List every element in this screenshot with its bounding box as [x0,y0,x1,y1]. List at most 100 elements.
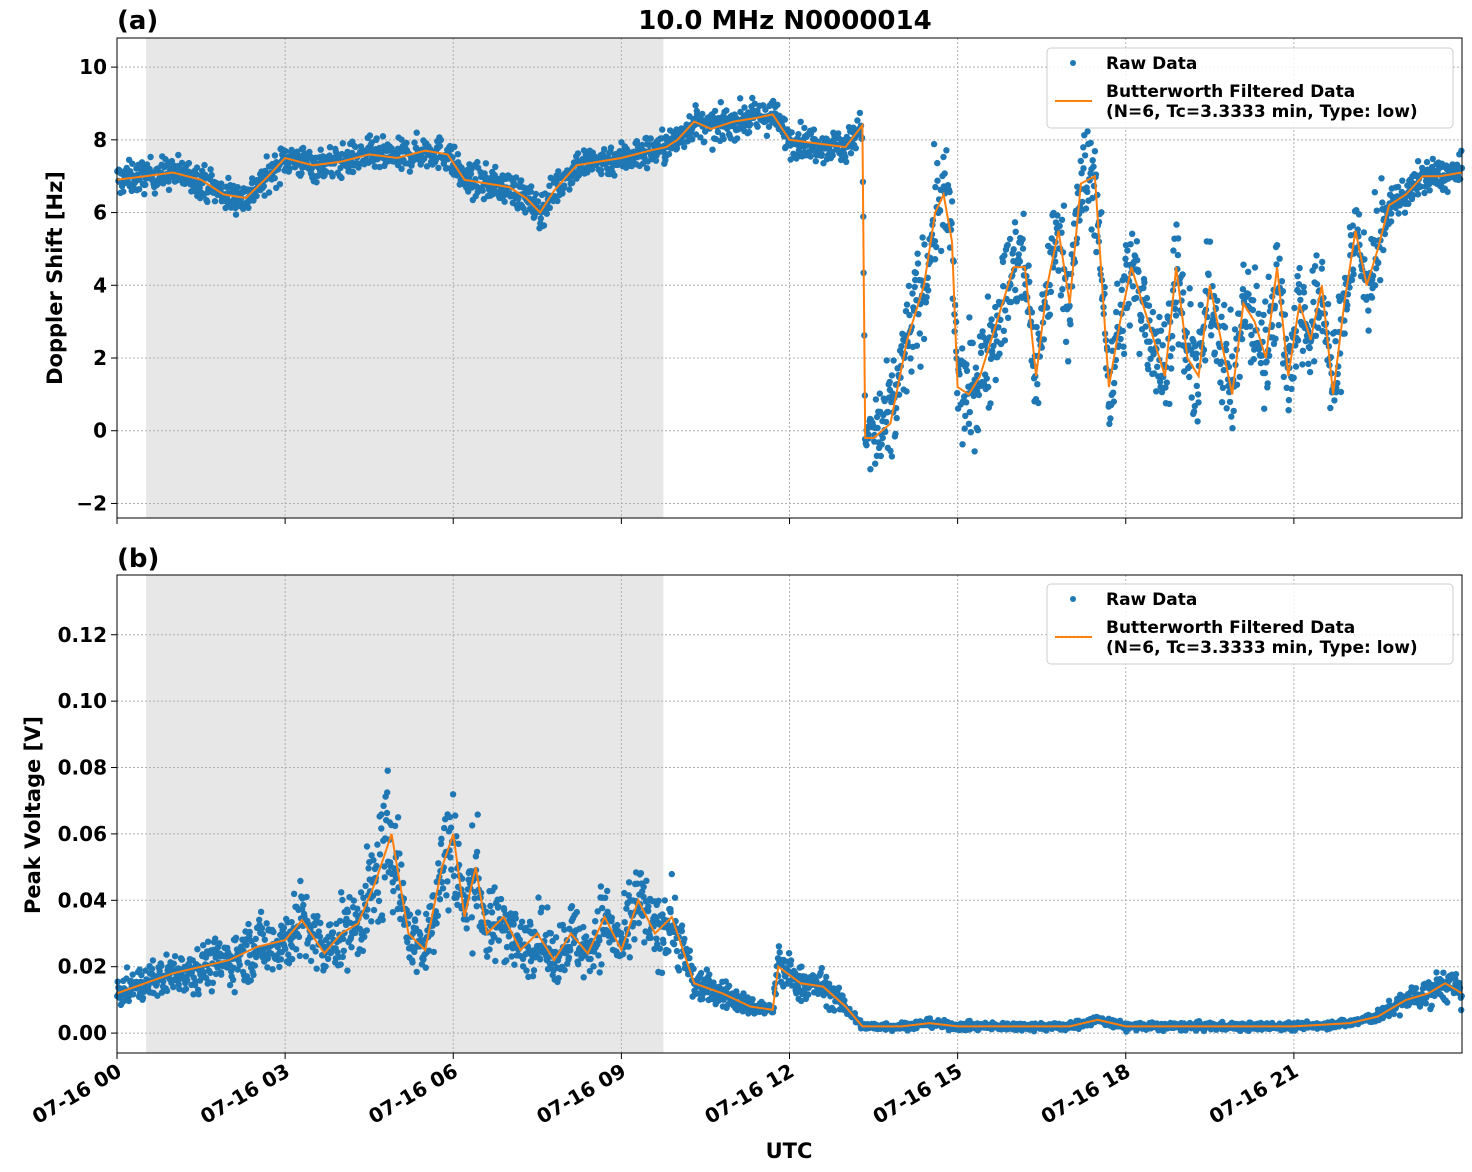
raw-data-point [1065,358,1072,365]
raw-data-point [193,171,200,178]
raw-data-point [532,190,540,198]
raw-data-point [741,104,748,111]
raw-data-point [1016,258,1024,265]
raw-data-point [482,160,490,167]
raw-data-point [338,174,345,182]
raw-data-point [872,460,879,467]
raw-data-point [1145,365,1152,373]
raw-data-point [439,885,447,892]
raw-data-point [1156,378,1164,385]
raw-data-point [1173,221,1180,228]
raw-data-point [561,182,568,189]
raw-data-point [637,870,645,877]
raw-data-point [661,897,668,904]
raw-data-point [923,294,930,301]
raw-data-point [918,277,925,284]
raw-data-point [941,170,948,177]
raw-data-point [484,953,491,960]
raw-data-point [913,342,921,349]
raw-data-point [232,934,240,941]
raw-data-point [435,860,442,867]
raw-data-point [261,192,268,199]
raw-data-point [681,935,688,943]
raw-data-point [1371,282,1379,289]
raw-data-point [689,136,696,143]
raw-data-point [1033,323,1040,331]
raw-data-point [1414,191,1422,198]
raw-data-point [1394,183,1402,191]
raw-data-point [1195,399,1202,406]
raw-data-point [1306,344,1313,352]
raw-data-point [1111,379,1118,387]
panel-label-a: (a) [117,6,158,36]
raw-data-point [204,198,211,205]
raw-data-point [246,928,253,936]
raw-data-point [763,132,771,139]
raw-data-point [1194,391,1202,398]
raw-data-point [123,964,131,971]
raw-data-point [450,872,458,880]
raw-data-point [1205,271,1212,279]
raw-data-point [1337,388,1345,396]
raw-data-point [303,893,310,901]
raw-data-point [208,988,215,995]
raw-data-point [348,944,355,951]
raw-data-point [512,915,519,922]
raw-data-point [363,843,371,850]
raw-data-point [454,151,462,158]
raw-data-point [1365,327,1372,334]
raw-data-point [543,210,550,217]
raw-data-point [598,170,605,178]
raw-data-point [709,146,716,153]
raw-data-point [1300,283,1307,291]
raw-data-point [497,895,505,903]
raw-data-point [300,144,307,152]
raw-data-point [1035,399,1042,407]
raw-data-point [1081,152,1089,159]
raw-data-point [1236,373,1243,381]
raw-data-point [1218,358,1225,365]
raw-data-point [344,967,351,974]
raw-data-point [1297,296,1304,304]
raw-data-point [1134,257,1141,264]
raw-data-point [329,929,337,936]
raw-data-point [1153,388,1160,395]
raw-data-point [381,874,388,881]
raw-data-point [1285,396,1293,404]
raw-data-point [474,158,481,166]
raw-data-point [774,101,781,109]
raw-data-point [911,283,918,291]
raw-data-point [338,150,345,158]
raw-data-point [129,160,136,167]
raw-data-point [510,921,517,928]
raw-data-point [798,963,805,970]
raw-data-point [406,911,414,918]
shaded-region [146,575,664,1053]
raw-data-point [1275,321,1282,329]
raw-data-point [751,100,758,107]
raw-data-point [300,901,307,909]
raw-data-point [770,97,777,105]
raw-data-point [888,372,896,379]
raw-data-point [527,921,534,928]
raw-data-point [1240,261,1247,268]
raw-data-point [874,424,881,432]
raw-data-point [276,181,284,188]
raw-data-point [1106,420,1113,428]
raw-data-point [376,851,384,858]
raw-data-point [298,170,305,177]
raw-data-point [327,921,334,928]
raw-data-point [363,913,370,920]
raw-data-point [1141,331,1149,339]
raw-data-point [1026,278,1033,285]
raw-data-point [959,345,966,352]
raw-data-point [1070,220,1078,227]
raw-data-point [1145,302,1153,309]
raw-data-point [512,174,520,181]
raw-data-point [948,198,956,205]
raw-data-point [925,287,932,294]
raw-data-point [534,198,542,205]
raw-data-point [398,165,405,172]
raw-data-point [931,238,939,245]
raw-data-point [1380,246,1387,254]
